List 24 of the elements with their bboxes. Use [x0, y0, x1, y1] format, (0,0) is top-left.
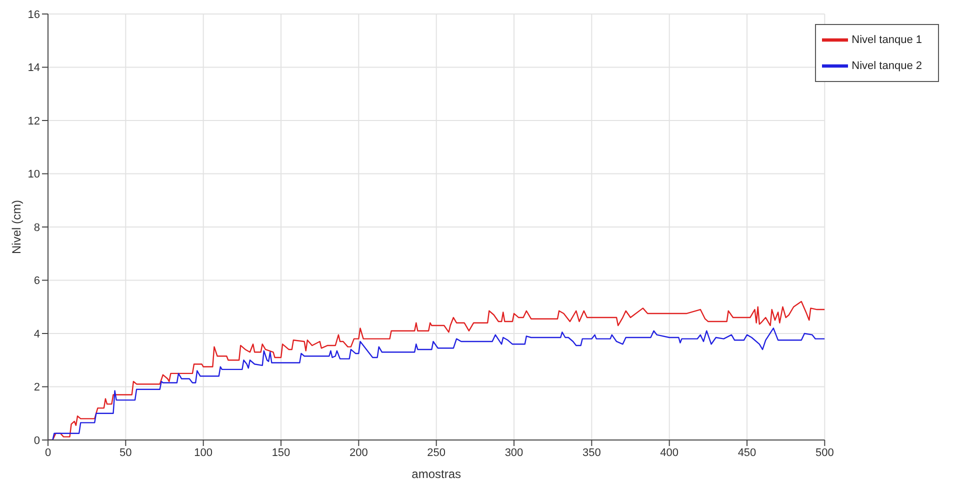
- y-tick-label: 16: [28, 8, 40, 21]
- x-tick-label: 0: [44, 446, 52, 459]
- x-tick-label: 250: [427, 446, 446, 459]
- legend-label: Nivel tanque 1: [852, 34, 922, 46]
- y-tick-label: 0: [34, 434, 40, 447]
- y-axis-title: Nivel (cm): [9, 200, 24, 254]
- y-tick-label: 6: [34, 275, 40, 288]
- y-tick-label: 8: [34, 222, 40, 234]
- x-tick-label: 400: [660, 446, 679, 459]
- x-tick-label: 150: [272, 446, 290, 459]
- x-axis-title: amostras: [412, 467, 462, 481]
- x-tick-label: 100: [194, 446, 213, 459]
- y-tick-label: 2: [34, 382, 40, 394]
- legend-label: Nivel tanque 2: [852, 60, 922, 72]
- x-tick-label: 350: [582, 446, 601, 459]
- y-tick-label: 12: [28, 115, 40, 128]
- x-tick-label: 300: [504, 446, 524, 459]
- x-tick-label: 500: [815, 446, 834, 459]
- y-tick-label: 10: [28, 168, 40, 181]
- y-tick-label: 4: [34, 328, 40, 340]
- y-tick-label: 14: [28, 62, 40, 74]
- x-tick-label: 200: [349, 446, 368, 459]
- x-tick-label: 50: [120, 446, 132, 459]
- x-tick-label: 450: [738, 446, 756, 459]
